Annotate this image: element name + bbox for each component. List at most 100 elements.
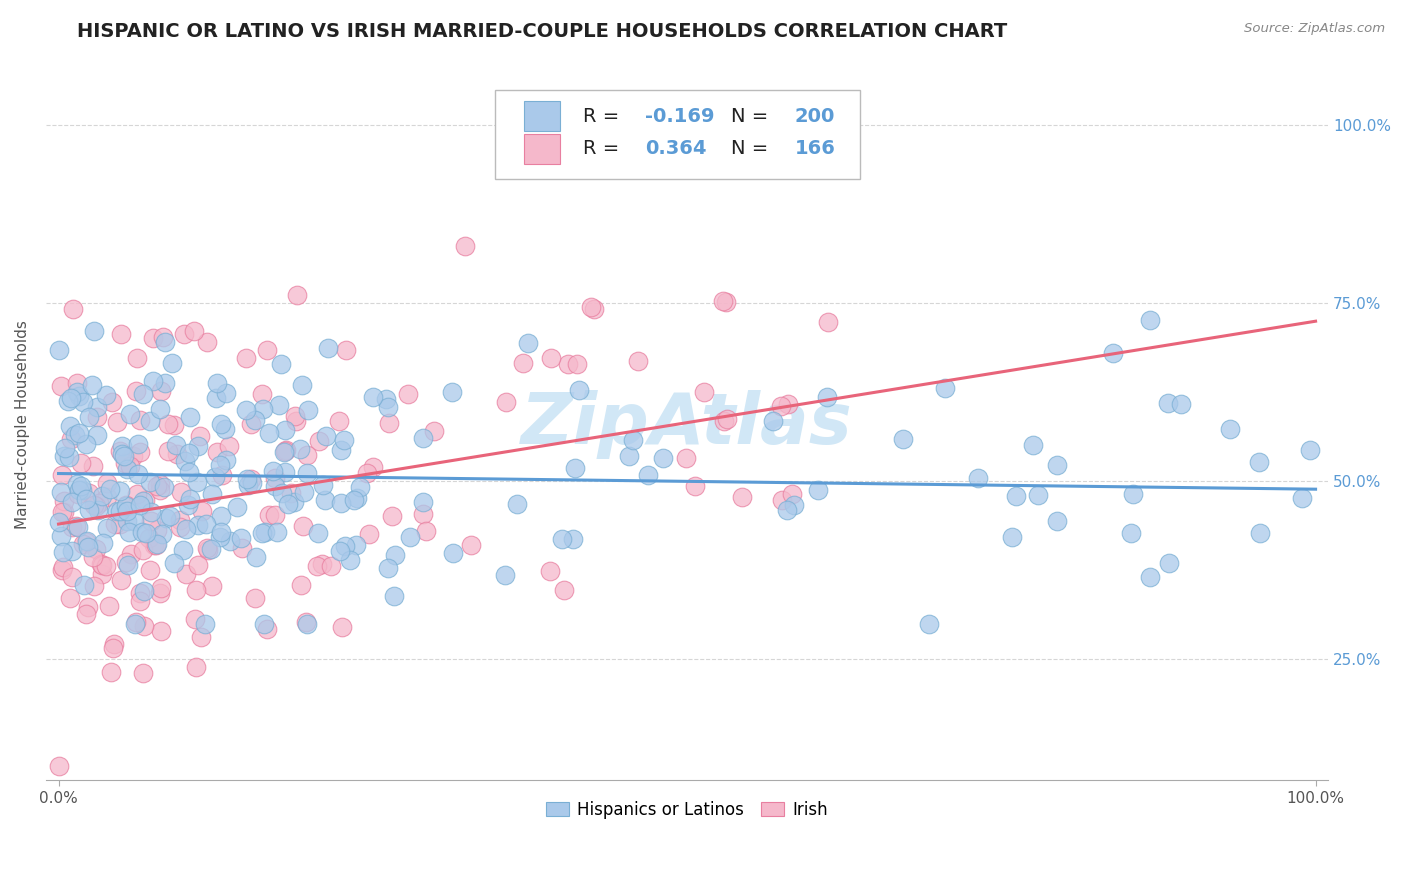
Point	[170, 485, 193, 500]
Point	[361, 460, 384, 475]
Point	[149, 624, 172, 639]
Point	[117, 461, 139, 475]
Point	[72, 394, 94, 409]
Point	[132, 386, 155, 401]
Point	[349, 480, 371, 494]
Point	[101, 641, 124, 656]
Point	[163, 556, 186, 570]
Point	[60, 495, 83, 509]
Point	[73, 578, 96, 592]
Point	[52, 560, 75, 574]
Point	[174, 567, 197, 582]
Point	[139, 505, 162, 519]
Point	[967, 471, 990, 485]
Point	[314, 493, 336, 508]
Point	[60, 569, 83, 583]
Point	[396, 387, 419, 401]
Point	[69, 483, 91, 497]
Point	[770, 399, 793, 413]
Point	[357, 527, 380, 541]
Point	[152, 329, 174, 343]
Point	[243, 413, 266, 427]
Point	[186, 582, 208, 597]
Point	[96, 491, 118, 505]
Point	[115, 499, 138, 513]
Point	[93, 535, 115, 549]
Point	[169, 512, 191, 526]
Point	[257, 508, 280, 523]
Point	[209, 525, 232, 540]
FancyBboxPatch shape	[495, 90, 860, 178]
Point	[142, 375, 165, 389]
Point	[110, 444, 132, 458]
Point	[422, 424, 444, 438]
Point	[76, 600, 98, 615]
Point	[125, 487, 148, 501]
Point	[333, 434, 356, 448]
Point	[139, 563, 162, 577]
Point	[356, 466, 378, 480]
Point	[440, 384, 463, 399]
Point	[174, 522, 197, 536]
Point	[186, 518, 208, 533]
Point	[184, 660, 207, 674]
Point	[290, 578, 312, 592]
Point	[329, 544, 352, 558]
Point	[1046, 458, 1069, 472]
Point	[186, 439, 208, 453]
Point	[128, 498, 150, 512]
Point	[495, 568, 517, 582]
Point	[82, 549, 104, 564]
Text: R =: R =	[583, 139, 626, 159]
Point	[316, 341, 339, 355]
Point	[1121, 525, 1143, 540]
Point	[208, 458, 231, 473]
Point	[53, 441, 76, 455]
Point	[619, 450, 641, 464]
Point	[100, 482, 122, 496]
Point	[51, 529, 73, 543]
Point	[284, 414, 307, 428]
Point	[1139, 312, 1161, 326]
Point	[297, 402, 319, 417]
Point	[209, 417, 232, 431]
Point	[75, 535, 97, 549]
Point	[1046, 514, 1069, 528]
Point	[86, 541, 108, 556]
Point	[1102, 345, 1125, 359]
Point	[149, 402, 172, 417]
Point	[1219, 422, 1241, 436]
Point	[108, 516, 131, 531]
Point	[1298, 442, 1320, 457]
Point	[1247, 455, 1270, 469]
Point	[172, 543, 194, 558]
Point	[114, 498, 136, 512]
Point	[716, 411, 738, 425]
Point	[96, 521, 118, 535]
Point	[273, 444, 295, 458]
Point	[82, 458, 104, 473]
Point	[783, 498, 806, 512]
Point	[118, 407, 141, 421]
Point	[157, 417, 180, 432]
Point	[70, 479, 93, 493]
Point	[169, 520, 191, 534]
Point	[245, 549, 267, 564]
Point	[91, 490, 114, 504]
Point	[194, 516, 217, 531]
Point	[72, 537, 94, 551]
Point	[105, 503, 128, 517]
Point	[201, 579, 224, 593]
Point	[205, 391, 228, 405]
Point	[205, 376, 228, 391]
Point	[693, 384, 716, 399]
Point	[166, 448, 188, 462]
Point	[125, 615, 148, 629]
Point	[91, 558, 114, 572]
Point	[305, 558, 328, 573]
Point	[132, 619, 155, 633]
Point	[139, 414, 162, 428]
Point	[77, 503, 100, 517]
Point	[195, 541, 218, 555]
Point	[512, 356, 534, 370]
